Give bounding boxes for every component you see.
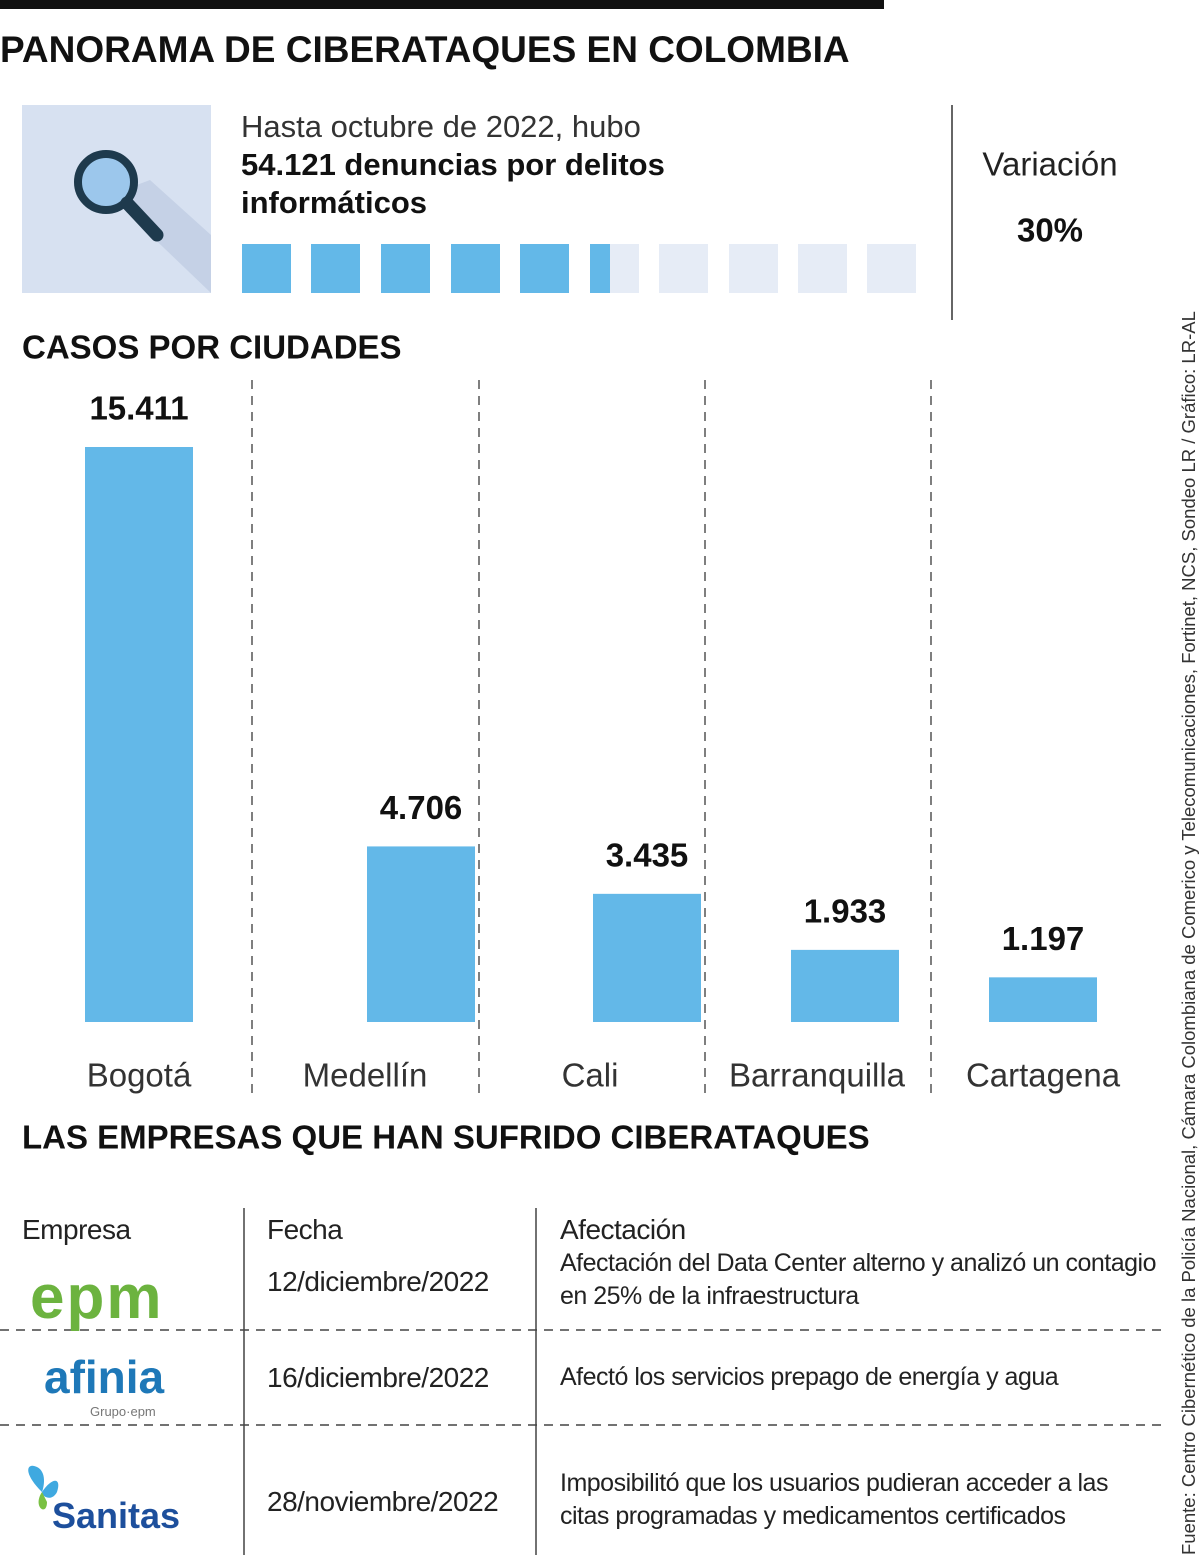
bar [367, 846, 475, 1022]
square [381, 244, 430, 293]
column-dividers [251, 380, 932, 1095]
top-rule [0, 0, 884, 9]
square [798, 244, 847, 293]
summary-text: Hasta octubre de 2022, hubo 54.121 denun… [241, 108, 841, 222]
variation-label: Variación [982, 146, 1117, 183]
bar [989, 977, 1097, 1022]
table-header: Empresa [22, 1214, 131, 1245]
icon-handle [120, 196, 164, 242]
mark [38, 1492, 47, 1510]
date: 12/diciembre/2022 [267, 1266, 489, 1297]
square-part [590, 244, 610, 293]
impact: Afectación del Data Center alterno y ana… [560, 1249, 1157, 1310]
value-label: 1.933 [804, 893, 887, 930]
progress-squares [242, 244, 916, 293]
page-title: PANORAMA DE CIBERATAQUES EN COLOMBIA [0, 29, 850, 70]
logo-epm: epm [30, 1263, 164, 1332]
square [311, 244, 360, 293]
logo-afinia: afinia [44, 1351, 165, 1403]
mark [28, 1465, 59, 1498]
bar [593, 893, 701, 1022]
chart-title: CASOS POR CIUDADES [22, 329, 402, 366]
sanitas-mark [28, 1465, 59, 1510]
source: Fuente: Centro Cibernético de la Policía… [1178, 311, 1199, 1555]
x-tick-label: Barranquilla [729, 1057, 906, 1094]
summary-highlight: 54.121 denuncias por delitos informático… [241, 147, 665, 220]
square [520, 244, 569, 293]
impact: Afectó los servicios prepago de energía … [560, 1363, 1059, 1391]
square [729, 244, 778, 293]
logo-sanitas: Sanitas [52, 1495, 181, 1536]
table-title: LAS EMPRESAS QUE HAN SUFRIDO CIBERATAQUE… [22, 1119, 870, 1156]
x-tick-label: Medellín [303, 1057, 428, 1094]
square [659, 244, 708, 293]
table-lines [0, 1208, 1165, 1555]
table-header: Afectación [560, 1214, 686, 1245]
value-label: 3.435 [606, 837, 689, 874]
value-label: 15.411 [89, 390, 188, 427]
x-tick-label: Cali [562, 1057, 619, 1094]
impact: Imposibilitó que los usuarios pudieran a… [560, 1469, 1108, 1530]
x-tick-label: Cartagena [966, 1057, 1121, 1094]
summary-lead: Hasta octubre de 2022, hubo [241, 109, 641, 144]
square [242, 244, 291, 293]
table-header: Fecha [267, 1214, 343, 1245]
x-tick-label: Bogotá [87, 1057, 192, 1094]
value-label: 1.197 [1002, 920, 1085, 957]
date: 16/diciembre/2022 [267, 1362, 489, 1393]
bar [791, 949, 899, 1022]
date: 28/noviembre/2022 [267, 1486, 499, 1517]
bar [85, 447, 193, 1022]
square [451, 244, 500, 293]
value-label: 4.706 [380, 789, 463, 826]
variation-value: 30% [1017, 212, 1083, 249]
bar-chart: Bogotá 15.411 Medellín 4.706 Cali 3.435 Barran… [85, 390, 1121, 1094]
icon-lens [74, 150, 138, 214]
logo-afinia-sub: Grupo·epm [90, 1404, 156, 1419]
square [867, 244, 916, 293]
